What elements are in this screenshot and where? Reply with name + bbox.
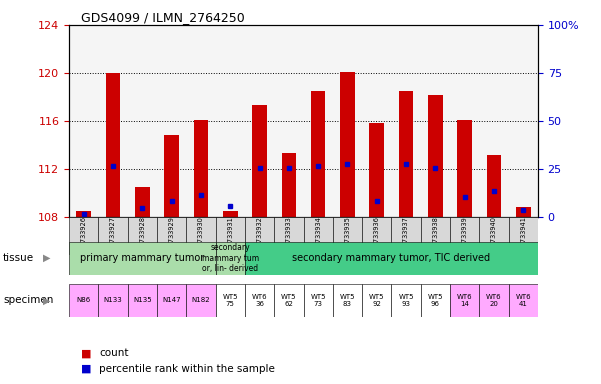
Bar <box>164 136 179 217</box>
Bar <box>135 187 150 217</box>
FancyBboxPatch shape <box>245 217 274 255</box>
FancyBboxPatch shape <box>245 284 274 317</box>
Text: GSM733926: GSM733926 <box>81 216 87 256</box>
Text: GDS4099 / ILMN_2764250: GDS4099 / ILMN_2764250 <box>81 12 245 25</box>
Text: GSM733928: GSM733928 <box>139 216 145 256</box>
FancyBboxPatch shape <box>450 217 480 255</box>
Text: WT5
83: WT5 83 <box>340 294 355 307</box>
FancyBboxPatch shape <box>157 217 186 255</box>
Bar <box>398 91 413 217</box>
Text: GSM733935: GSM733935 <box>344 216 350 256</box>
FancyBboxPatch shape <box>157 284 186 317</box>
Text: GSM733927: GSM733927 <box>110 216 116 256</box>
FancyBboxPatch shape <box>304 284 333 317</box>
Text: WT6
14: WT6 14 <box>457 294 472 307</box>
FancyBboxPatch shape <box>362 284 391 317</box>
Text: GSM733931: GSM733931 <box>227 216 233 256</box>
Bar <box>516 207 531 217</box>
Text: GSM733940: GSM733940 <box>491 216 497 256</box>
FancyBboxPatch shape <box>333 217 362 255</box>
FancyBboxPatch shape <box>508 217 538 255</box>
Text: GSM733939: GSM733939 <box>462 216 468 256</box>
FancyBboxPatch shape <box>362 217 391 255</box>
Text: WT6
41: WT6 41 <box>516 294 531 307</box>
Text: primary mammary tumor: primary mammary tumor <box>81 253 204 263</box>
Text: tissue: tissue <box>3 253 34 263</box>
Bar <box>457 120 472 217</box>
Text: WT6
20: WT6 20 <box>486 294 502 307</box>
Text: WT5
92: WT5 92 <box>369 294 385 307</box>
Text: WT5
73: WT5 73 <box>310 294 326 307</box>
Text: GSM733933: GSM733933 <box>286 216 292 256</box>
Text: secondary
mammary tum
or, lin- derived: secondary mammary tum or, lin- derived <box>202 243 259 273</box>
Text: N182: N182 <box>192 298 210 303</box>
Text: WT6
36: WT6 36 <box>252 294 267 307</box>
Bar <box>106 73 120 217</box>
Text: secondary mammary tumor, TIC derived: secondary mammary tumor, TIC derived <box>292 253 490 263</box>
Text: ▶: ▶ <box>43 295 50 306</box>
Text: WT5
75: WT5 75 <box>222 294 238 307</box>
Text: ■: ■ <box>81 364 91 374</box>
Bar <box>223 211 237 217</box>
FancyBboxPatch shape <box>245 242 538 275</box>
Bar <box>252 105 267 217</box>
Text: GSM733941: GSM733941 <box>520 216 526 256</box>
FancyBboxPatch shape <box>304 217 333 255</box>
Text: GSM733938: GSM733938 <box>432 216 438 256</box>
Text: WT5
93: WT5 93 <box>398 294 414 307</box>
Text: GSM733936: GSM733936 <box>374 216 380 256</box>
Bar <box>370 123 384 217</box>
FancyBboxPatch shape <box>508 284 538 317</box>
FancyBboxPatch shape <box>69 242 216 275</box>
Bar <box>194 120 209 217</box>
Bar <box>76 211 91 217</box>
FancyBboxPatch shape <box>274 284 304 317</box>
FancyBboxPatch shape <box>69 284 99 317</box>
FancyBboxPatch shape <box>421 284 450 317</box>
Text: N86: N86 <box>77 298 91 303</box>
Text: percentile rank within the sample: percentile rank within the sample <box>99 364 275 374</box>
Bar <box>428 94 443 217</box>
Text: WT5
96: WT5 96 <box>427 294 443 307</box>
FancyBboxPatch shape <box>274 217 304 255</box>
Text: ■: ■ <box>81 348 91 358</box>
FancyBboxPatch shape <box>216 217 245 255</box>
FancyBboxPatch shape <box>186 284 216 317</box>
FancyBboxPatch shape <box>216 284 245 317</box>
FancyBboxPatch shape <box>128 284 157 317</box>
Text: GSM733937: GSM733937 <box>403 216 409 256</box>
Text: count: count <box>99 348 129 358</box>
FancyBboxPatch shape <box>480 284 508 317</box>
FancyBboxPatch shape <box>69 217 99 255</box>
Bar <box>311 91 326 217</box>
FancyBboxPatch shape <box>216 242 245 275</box>
Text: GSM733932: GSM733932 <box>257 216 263 256</box>
Bar <box>340 72 355 217</box>
Text: N135: N135 <box>133 298 151 303</box>
FancyBboxPatch shape <box>186 217 216 255</box>
FancyBboxPatch shape <box>391 217 421 255</box>
FancyBboxPatch shape <box>128 217 157 255</box>
FancyBboxPatch shape <box>333 284 362 317</box>
Text: GSM733929: GSM733929 <box>169 216 175 256</box>
Text: WT5
62: WT5 62 <box>281 294 297 307</box>
Text: ▶: ▶ <box>43 253 50 263</box>
FancyBboxPatch shape <box>421 217 450 255</box>
FancyBboxPatch shape <box>450 284 480 317</box>
Text: GSM733934: GSM733934 <box>315 216 321 256</box>
FancyBboxPatch shape <box>99 217 128 255</box>
FancyBboxPatch shape <box>391 284 421 317</box>
FancyBboxPatch shape <box>480 217 508 255</box>
FancyBboxPatch shape <box>99 284 128 317</box>
Bar <box>487 155 501 217</box>
Text: N147: N147 <box>162 298 181 303</box>
Text: GSM733930: GSM733930 <box>198 216 204 256</box>
Text: specimen: specimen <box>3 295 53 306</box>
Bar <box>281 153 296 217</box>
Text: N133: N133 <box>104 298 123 303</box>
